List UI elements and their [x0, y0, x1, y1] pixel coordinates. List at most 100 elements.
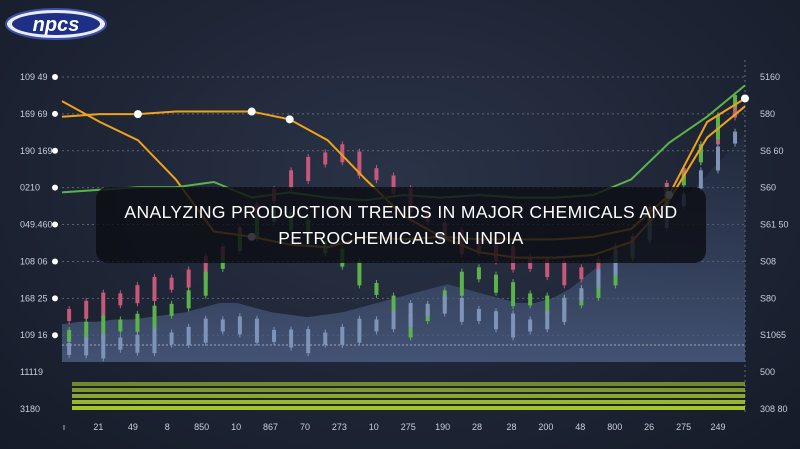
blue-candle [186, 326, 191, 345]
y-tick-label-left: 109 16 [20, 330, 48, 340]
npcs-logo[interactable]: npcs [4, 4, 112, 44]
green-candle [391, 295, 396, 314]
blue-candle [408, 303, 413, 328]
x-tick-label: 867 [263, 422, 278, 432]
blue-candle [459, 297, 464, 322]
green-candle [698, 144, 703, 163]
green-candle [67, 329, 72, 342]
area-fill [62, 134, 745, 362]
x-tick-label: 49 [128, 422, 138, 432]
y-tick-label-right: S80 [760, 293, 776, 303]
blue-candle [476, 309, 481, 322]
pink-candle [391, 175, 396, 194]
blue-candle [493, 311, 498, 330]
x-tick-label: 26 [644, 422, 654, 432]
pink-candle [135, 285, 140, 304]
blue-candle [220, 319, 225, 332]
blue-candle [169, 332, 174, 345]
pink-candle [84, 300, 89, 319]
volume-bar [72, 388, 745, 392]
x-tick-label: 800 [607, 422, 622, 432]
y-tick-label-left: 11119 [20, 367, 43, 377]
y-tick-label-left: 049.460 [20, 220, 53, 230]
green-candle [152, 305, 157, 330]
blue-candle [391, 311, 396, 330]
blue-candle [596, 269, 601, 288]
pink-candle [733, 105, 738, 118]
blue-candle [357, 318, 362, 343]
blue-candle [203, 318, 208, 343]
y-tick-dot [52, 295, 58, 302]
y-tick-dot [52, 332, 58, 339]
y-tick-label-right: 500 [760, 367, 775, 377]
blue-candle [84, 337, 89, 356]
y-tick-label-left: 168 25 [20, 293, 48, 303]
blue-candle [254, 318, 259, 343]
green-candle [493, 274, 498, 293]
blue-candle [237, 316, 242, 335]
green-candle [733, 95, 738, 108]
pink-candle [562, 261, 567, 286]
blue-candle [511, 313, 516, 338]
green-candle [203, 271, 208, 296]
banner-line-2: PETROCHEMICALS IN INDIA [278, 228, 524, 248]
x-axis: ı 21 49 8 850 10 867 70 273 10 275 190 28 28 200 48 800 2… [63, 422, 726, 432]
volume-bars [72, 382, 745, 410]
pink-candle [545, 259, 550, 278]
y-tick-label-right: S60 [760, 183, 776, 193]
green-candle [476, 267, 481, 280]
y-tick-label-right: S08 [760, 256, 776, 266]
pink-candle [306, 156, 311, 181]
x-tick-label: 850 [194, 422, 209, 432]
blue-candle [562, 297, 567, 322]
y-tick-label-left: 190 169 [20, 146, 53, 156]
y-tick-label-right: S6 60 [760, 146, 784, 156]
logo-text: npcs [33, 14, 80, 36]
y-tick-label-left: 169 69 [20, 109, 48, 119]
blue-candle [425, 303, 430, 316]
pink-candle [323, 152, 328, 165]
blue-candle [272, 329, 277, 342]
pink-candle [67, 309, 72, 322]
y-tick-label-right: S1065 [760, 330, 786, 340]
pink-candle [186, 269, 191, 288]
green-candle [118, 319, 123, 332]
blue-candle [579, 288, 584, 301]
pink-candle [169, 277, 174, 290]
x-tick-label: 10 [369, 422, 379, 432]
x-tick-label: 273 [332, 422, 347, 432]
blue-candle [289, 329, 294, 348]
pink-candle [579, 267, 584, 280]
green-series-line [61, 84, 746, 202]
series-marker [133, 110, 142, 119]
series-marker [285, 115, 294, 124]
y-tick-label-left: 109 49 [20, 72, 48, 82]
green-candle [545, 295, 550, 314]
y-tick-label-right: 308 80 [760, 404, 788, 414]
x-tick-label: 190 [435, 422, 450, 432]
x-tick-label: ı [63, 422, 66, 432]
green-candle [169, 303, 174, 316]
y-tick-label-right: 580 [760, 109, 775, 119]
banner-line-1: ANALYZING PRODUCTION TRENDS IN MAJOR CHE… [124, 202, 678, 222]
volume-bar [72, 400, 745, 404]
y-axis-left: 109 49 169 69 190 169 0210 049.460 108 06 168 … [20, 72, 58, 414]
blue-candle [67, 342, 72, 355]
green-candle [681, 173, 686, 186]
y-tick-dot [52, 74, 58, 80]
green-candle [135, 313, 140, 332]
x-tick-label: 275 [401, 422, 416, 432]
y-tick-dot [52, 147, 58, 154]
blue-candle [374, 319, 379, 332]
x-tick-label: 48 [575, 422, 585, 432]
x-tick-label: 21 [93, 422, 103, 432]
y-tick-dot [52, 184, 58, 191]
green-candle [528, 293, 533, 306]
x-tick-label: 28 [506, 422, 516, 432]
y-tick-label-left: 0210 [20, 183, 40, 193]
series-marker [247, 107, 256, 116]
blue-candle [545, 311, 550, 330]
y-tick-label-right: 5160 [760, 72, 780, 82]
y-tick-dot [52, 110, 58, 117]
